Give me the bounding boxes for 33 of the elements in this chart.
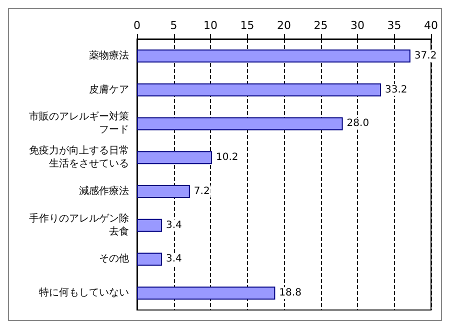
data-label: 3.4 (166, 220, 182, 231)
x-tick-label: 40 (424, 19, 438, 32)
x-tick-label: 5 (170, 19, 178, 32)
bar (137, 49, 410, 62)
bar (137, 218, 162, 232)
data-label: 33.2 (385, 84, 408, 96)
bar (137, 252, 162, 266)
bar (137, 184, 190, 198)
bar (137, 151, 212, 164)
y-tick-label: 免疫力が向上する日常生活をさせている (29, 144, 129, 170)
data-label: 7.2 (194, 186, 210, 197)
x-tick-label: 15 (240, 19, 254, 32)
y-tick-label: 減感作療法 (79, 184, 129, 197)
y-tick-label: 皮膚ケア (89, 83, 129, 96)
x-tick-label: 20 (277, 19, 291, 32)
y-tick-label: その他 (99, 252, 129, 265)
x-tick-label: 30 (350, 19, 364, 32)
bar (137, 286, 276, 300)
y-tick-label: 特に何もしていない (39, 286, 129, 299)
x-tick-label: 35 (387, 19, 402, 32)
data-label: 18.8 (279, 288, 302, 299)
y-tick-label: 薬物療法 (89, 49, 129, 62)
bar (137, 83, 382, 96)
y-tick-label: 市販のアレルギー対策フード (29, 110, 129, 136)
data-label: 3.4 (166, 254, 182, 265)
y-tick-label: 手作りのアレルゲン除去食 (29, 212, 129, 238)
x-tick-label: 25 (314, 19, 328, 32)
x-tick-label: 0 (134, 19, 140, 32)
data-label: 37.2 (414, 50, 437, 62)
x-tick-label: 10 (204, 19, 218, 32)
data-label: 28.0 (346, 118, 370, 130)
bar (137, 117, 343, 130)
data-label: 10.2 (216, 152, 238, 164)
